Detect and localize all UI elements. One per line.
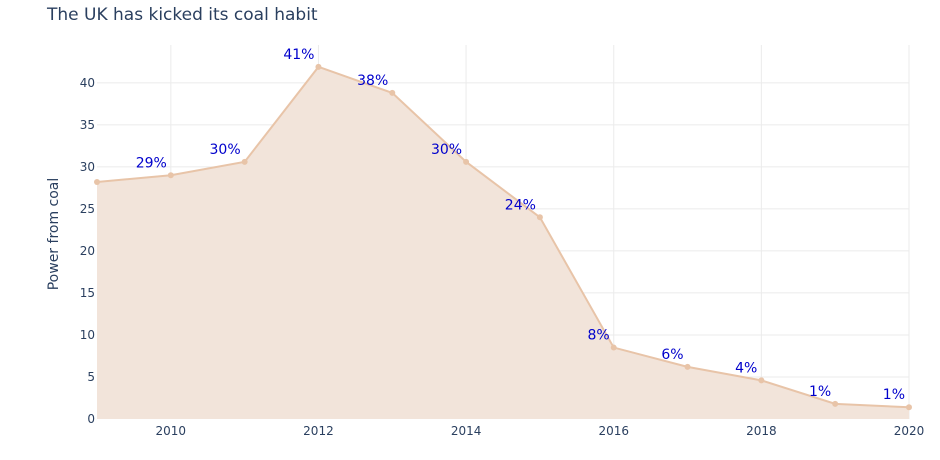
area-fill: [97, 66, 909, 419]
y-tick-label: 25: [80, 202, 95, 216]
data-point: [167, 172, 174, 179]
series-line: [96, 65, 910, 409]
y-tick-label: 5: [87, 370, 95, 384]
data-label: 30%: [431, 142, 462, 158]
data-label: 4%: [735, 360, 757, 376]
data-label: 38%: [357, 73, 388, 89]
data-point: [906, 404, 912, 411]
x-tick-label: 2016: [598, 424, 629, 438]
x-tick-label: 2010: [156, 424, 187, 438]
data-label: 41%: [283, 47, 314, 63]
data-label: 1%: [809, 384, 831, 400]
y-axis-label: Power from coal: [46, 178, 62, 291]
data-point: [684, 363, 691, 370]
data-point: [758, 377, 765, 384]
data-point: [241, 158, 248, 165]
data-label: 30%: [210, 142, 241, 158]
data-label: 24%: [505, 197, 536, 213]
data-point: [315, 63, 322, 70]
chart-title: The UK has kicked its coal habit: [46, 5, 318, 25]
data-label: 29%: [136, 155, 167, 171]
y-tick-label: 40: [80, 76, 95, 90]
data-label: 1%: [883, 387, 905, 403]
data-point: [832, 400, 839, 407]
x-tick-label: 2018: [746, 424, 777, 438]
data-point: [536, 214, 543, 221]
y-tick-label: 30: [80, 160, 95, 174]
y-tick-label: 20: [80, 244, 95, 258]
x-tick-label: 2020: [894, 424, 925, 438]
axis-layer: 0 5 10 15 20 25 30 35 40 2010 2012 2014 2016 2018 2020: [80, 76, 925, 438]
marker-layer: [94, 63, 912, 411]
data-point: [610, 344, 617, 351]
x-tick-label: 2012: [303, 424, 334, 438]
data-label: 8%: [588, 328, 610, 344]
data-point: [389, 89, 396, 96]
y-tick-label: 0: [87, 412, 95, 426]
y-tick-label: 15: [80, 286, 95, 300]
data-point: [94, 178, 100, 185]
data-label: 6%: [661, 347, 683, 363]
y-tick-label: 10: [80, 328, 95, 342]
y-tick-label: 35: [80, 118, 95, 132]
data-label-layer: 29% 30% 41% 38% 30% 24% 8% 6% 4% 1% 1%: [136, 47, 905, 403]
data-point: [463, 158, 470, 165]
x-tick-label: 2014: [451, 424, 482, 438]
area-layer: [96, 65, 910, 419]
